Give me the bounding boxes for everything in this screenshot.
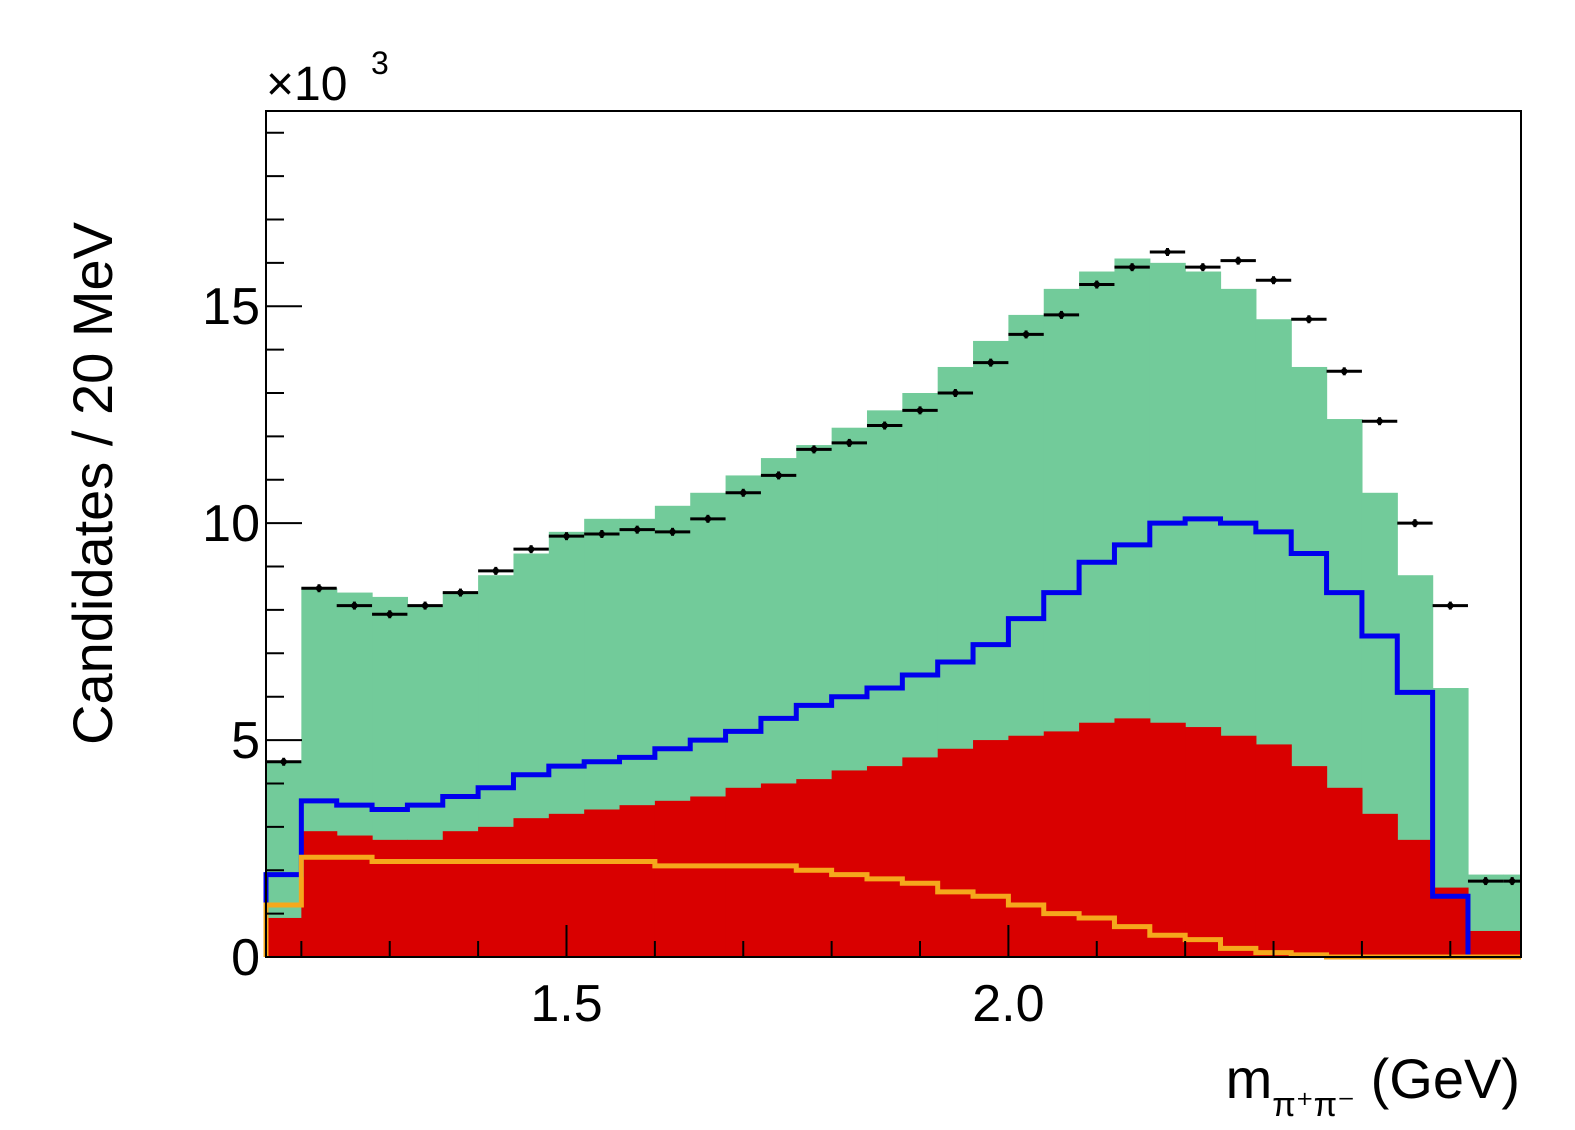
red-stack-bar bbox=[1291, 766, 1328, 957]
data-point-marker bbox=[1447, 602, 1454, 609]
red-stack-bar bbox=[1326, 787, 1363, 957]
data-point-marker bbox=[1093, 281, 1100, 288]
tick-labels: 1.5 2.0 0 5 10 15 bbox=[202, 278, 1044, 1033]
red-stack-bar bbox=[1220, 735, 1257, 957]
red-stack-bar bbox=[654, 800, 691, 957]
orange-line-series bbox=[263, 854, 1521, 960]
data-points bbox=[266, 248, 1521, 886]
y-axis-multiplier: ×10 bbox=[266, 58, 347, 111]
y-tick-label: 15 bbox=[202, 278, 260, 336]
axes bbox=[265, 110, 1522, 958]
data-point-marker bbox=[704, 515, 712, 523]
data-point-marker bbox=[563, 532, 570, 540]
red-stack-bar bbox=[301, 831, 338, 957]
red-stack-bar bbox=[478, 826, 515, 957]
y-axis-multiplier-exponent: 3 bbox=[371, 45, 389, 81]
data-point-marker bbox=[1164, 248, 1171, 256]
red-stack-bar bbox=[336, 835, 373, 957]
y-axis-label: Candidates / 20 MeV bbox=[61, 221, 124, 745]
y-tick-label: 0 bbox=[231, 929, 260, 987]
data-point-marker bbox=[1058, 311, 1065, 319]
axis-ticks bbox=[266, 131, 1452, 958]
data-point-marker bbox=[1376, 418, 1383, 425]
data-point-marker bbox=[775, 472, 782, 479]
data-point-marker bbox=[1199, 263, 1207, 271]
red-stack-bar bbox=[866, 766, 903, 957]
data-point-marker bbox=[846, 439, 853, 447]
data-point-marker bbox=[351, 602, 358, 609]
x-axis-label: mπ⁺π⁻ (GeV) bbox=[1226, 1047, 1520, 1124]
red-stack-bar bbox=[1079, 722, 1116, 957]
data-point-marker bbox=[598, 530, 606, 538]
red-stack-bar bbox=[973, 740, 1009, 957]
data-point-marker bbox=[1270, 277, 1277, 284]
x-axis-label-main: m bbox=[1226, 1047, 1273, 1110]
blue-line-series bbox=[263, 516, 1521, 960]
data-point-marker bbox=[457, 589, 464, 596]
red-stack-bar bbox=[1114, 718, 1151, 957]
red-stack-bar bbox=[902, 757, 939, 957]
data-point-marker bbox=[527, 545, 535, 553]
data-point-marker bbox=[386, 611, 393, 618]
data-point-marker bbox=[1234, 257, 1242, 264]
red-stack-bar bbox=[725, 787, 762, 957]
data-point-marker bbox=[1128, 263, 1136, 271]
red-stack-bar bbox=[442, 831, 479, 957]
red-stack-bar bbox=[937, 748, 974, 957]
data-point-marker bbox=[1341, 368, 1348, 375]
red-stack-bar bbox=[407, 839, 444, 957]
data-point-marker bbox=[315, 585, 323, 592]
data-point-marker bbox=[1411, 519, 1419, 527]
x-axis-label-unit: (GeV) bbox=[1355, 1047, 1520, 1110]
data-point-marker bbox=[952, 389, 959, 397]
red-stack-bar bbox=[1503, 930, 1522, 957]
x-axis-label-subscript: π⁺π⁻ bbox=[1272, 1086, 1355, 1124]
data-point-marker bbox=[1482, 877, 1489, 885]
step-lines bbox=[263, 516, 1521, 960]
data-point-marker bbox=[740, 489, 747, 496]
data-point-marker bbox=[492, 567, 499, 575]
data-point-marker bbox=[280, 758, 287, 765]
red-stack-bar bbox=[690, 796, 727, 957]
red-stack-bar bbox=[619, 805, 656, 957]
data-point-marker bbox=[1508, 877, 1516, 885]
red-stack-bar bbox=[372, 839, 409, 957]
red-stack-bar bbox=[513, 818, 550, 957]
red-stack-bar bbox=[266, 917, 302, 957]
red-stack-bar bbox=[1255, 744, 1292, 957]
red-stack-bar bbox=[1361, 813, 1398, 957]
data-point-marker bbox=[669, 528, 676, 536]
data-point-marker bbox=[1022, 331, 1030, 338]
data-point-marker bbox=[421, 602, 429, 609]
y-tick-label: 10 bbox=[202, 495, 260, 553]
red-stack-bar bbox=[1149, 722, 1186, 957]
red-stack-bar bbox=[1043, 731, 1080, 957]
red-stack-bar bbox=[584, 809, 621, 957]
y-tick-label: 5 bbox=[231, 712, 260, 770]
red-stack-bar bbox=[1185, 727, 1222, 957]
data-point-marker bbox=[633, 526, 641, 533]
data-point-marker bbox=[987, 359, 994, 366]
data-point-marker bbox=[1305, 316, 1313, 323]
x-tick-label: 1.5 bbox=[530, 975, 602, 1033]
red-stack-bar bbox=[760, 783, 797, 957]
red-stack-bar bbox=[1397, 839, 1434, 957]
red-stack-bar bbox=[831, 770, 868, 957]
red-stack-bar bbox=[1467, 930, 1504, 957]
stacked-fills bbox=[266, 258, 1522, 957]
red-stack-bar bbox=[1008, 735, 1045, 957]
data-point-marker bbox=[916, 407, 924, 414]
x-tick-label: 2.0 bbox=[972, 975, 1044, 1033]
data-point-marker bbox=[881, 422, 888, 429]
data-point-marker bbox=[810, 446, 818, 453]
plot-frame bbox=[265, 110, 1522, 958]
